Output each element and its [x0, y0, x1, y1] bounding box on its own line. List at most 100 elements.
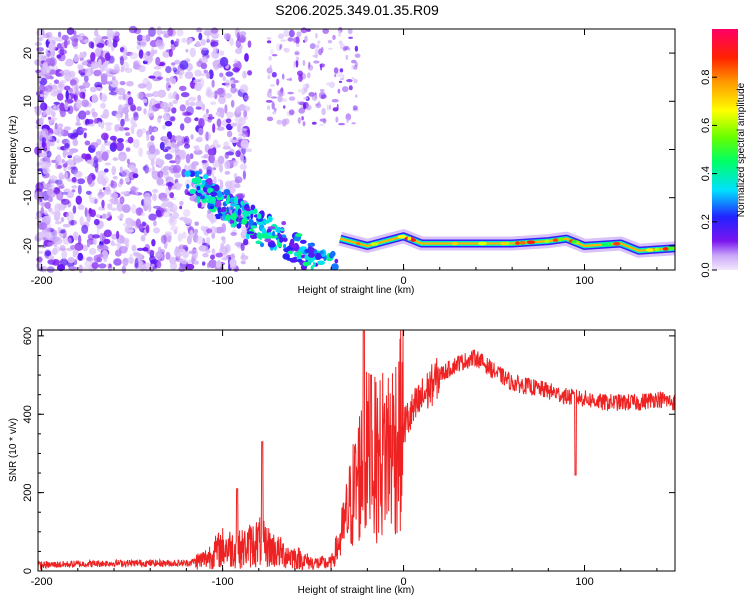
diagonal-trace-blob [200, 190, 204, 195]
noise-blob [88, 247, 97, 255]
noise-blob [120, 191, 128, 195]
noise-blob [157, 89, 167, 98]
noise-blob [213, 47, 219, 54]
noise-blob [219, 179, 224, 190]
noise-blob [235, 48, 242, 55]
noise-blob [174, 135, 183, 141]
noise-blob [63, 126, 71, 131]
noise-blob [152, 227, 161, 234]
noise-blob [319, 89, 325, 92]
noise-blob [69, 79, 77, 87]
noise-blob [85, 110, 91, 116]
diagonal-trace-blob [267, 226, 276, 230]
noise-blob [315, 32, 318, 39]
noise-blob [288, 109, 295, 116]
noise-blob [322, 28, 330, 34]
noise-blob [47, 36, 57, 43]
noise-blob [129, 253, 134, 262]
snr-ytick-label: 600 [22, 327, 34, 345]
noise-blob [212, 139, 219, 150]
noise-blob [59, 244, 66, 251]
noise-blob [112, 175, 118, 180]
noise-blob [96, 226, 100, 235]
noise-blob [305, 83, 310, 89]
noise-blob [193, 228, 199, 234]
noise-blob [171, 107, 177, 114]
horizontal-trace-knot [667, 246, 674, 251]
noise-blob [288, 29, 295, 38]
noise-blob [266, 37, 272, 40]
noise-blob [155, 56, 161, 66]
noise-blob [137, 83, 147, 89]
noise-blob [130, 104, 137, 112]
noise-blob [116, 202, 124, 212]
noise-blob [205, 108, 209, 114]
horizontal-trace-knot [607, 242, 612, 246]
noise-blob [131, 204, 137, 214]
noise-blob [122, 49, 128, 56]
noise-blob [301, 87, 306, 96]
diagonal-trace-blob [202, 174, 209, 180]
noise-blob [174, 145, 180, 153]
noise-blob [105, 81, 113, 85]
noise-blob [243, 109, 248, 119]
noise-blob [144, 164, 149, 174]
noise-blob [146, 51, 151, 56]
noise-blob [73, 170, 83, 178]
noise-blob [152, 193, 157, 202]
noise-blob [119, 178, 124, 185]
snr-ytick-label: 200 [22, 483, 34, 501]
noise-blob [211, 168, 215, 178]
noise-blob [56, 93, 64, 101]
noise-blob [66, 191, 74, 199]
noise-blob [90, 52, 96, 62]
noise-blob [125, 229, 135, 233]
noise-blob [100, 73, 108, 81]
diagonal-trace-blob [307, 243, 312, 247]
noise-blob [67, 237, 72, 244]
noise-blob [57, 31, 62, 38]
noise-blob [295, 42, 300, 47]
colorbar-gradient [712, 29, 738, 270]
noise-blob [188, 250, 197, 255]
noise-blob [162, 136, 169, 141]
noise-blob [93, 69, 102, 77]
noise-blob [145, 34, 151, 42]
noise-blob [266, 40, 272, 44]
diagonal-trace-blob [241, 218, 248, 225]
noise-blob [43, 229, 52, 239]
noise-blob [287, 37, 294, 42]
noise-blob [83, 39, 90, 44]
diagonal-trace-blob [201, 179, 206, 186]
noise-blob [225, 118, 232, 124]
noise-blob [103, 238, 111, 245]
noise-blob [201, 49, 205, 55]
noise-blob [174, 172, 181, 179]
noise-blob [102, 213, 107, 219]
noise-blob [224, 104, 228, 114]
noise-blob [182, 251, 189, 259]
noise-blob [129, 52, 138, 60]
diagonal-trace-blob [259, 242, 265, 248]
noise-blob [222, 252, 229, 261]
noise-blob [288, 96, 296, 101]
diagonal-trace-blob [240, 200, 244, 206]
noise-blob [110, 69, 120, 73]
noise-blob [70, 166, 76, 170]
noise-blob [145, 81, 153, 91]
noise-blob [295, 60, 299, 68]
snr-series-line [37, 329, 676, 571]
noise-blob [122, 257, 129, 267]
noise-blob [57, 43, 62, 49]
noise-blob [210, 27, 219, 34]
noise-blob [160, 234, 167, 244]
noise-blob [332, 34, 336, 41]
noise-blob [150, 49, 155, 57]
noise-blob [208, 69, 214, 80]
diagonal-trace-blob [225, 214, 231, 221]
noise-blob [164, 153, 173, 160]
noise-blob [208, 259, 218, 269]
noise-blob [185, 99, 190, 107]
